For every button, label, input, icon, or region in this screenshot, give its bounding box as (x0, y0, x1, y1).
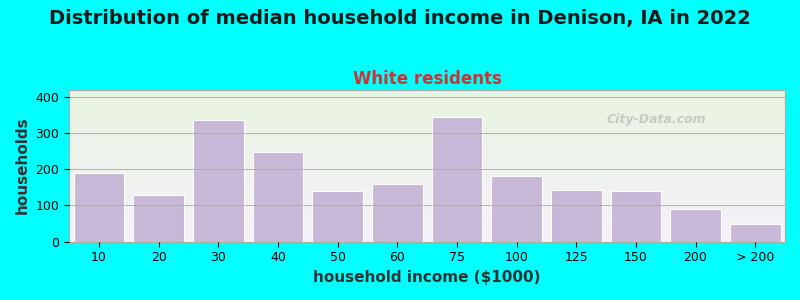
Bar (74, 173, 124, 242)
Bar (551, 190, 602, 242)
Text: Distribution of median household income in Denison, IA in 2022: Distribution of median household income … (49, 9, 751, 28)
Bar (491, 176, 542, 242)
Y-axis label: households: households (15, 117, 30, 214)
Bar (253, 152, 303, 242)
Bar (431, 117, 482, 242)
Bar (372, 184, 422, 242)
Bar (670, 209, 721, 242)
Bar (193, 120, 244, 242)
X-axis label: household income ($1000): household income ($1000) (314, 270, 541, 285)
Bar (730, 224, 781, 242)
Bar (134, 195, 184, 242)
Bar (312, 191, 363, 242)
Bar (610, 191, 662, 242)
Title: White residents: White residents (353, 70, 502, 88)
Text: City-Data.com: City-Data.com (606, 113, 706, 127)
